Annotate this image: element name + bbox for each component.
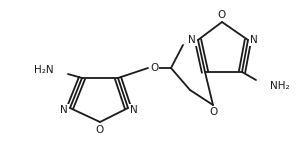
Text: O: O — [209, 107, 217, 117]
Text: N: N — [250, 35, 258, 45]
Text: H₂N: H₂N — [34, 65, 54, 75]
Text: NH₂: NH₂ — [270, 81, 290, 91]
Text: O: O — [218, 10, 226, 20]
Text: N: N — [188, 35, 196, 45]
Text: O: O — [150, 63, 158, 73]
Text: N: N — [130, 105, 138, 115]
Text: N: N — [60, 105, 68, 115]
Text: O: O — [96, 125, 104, 135]
